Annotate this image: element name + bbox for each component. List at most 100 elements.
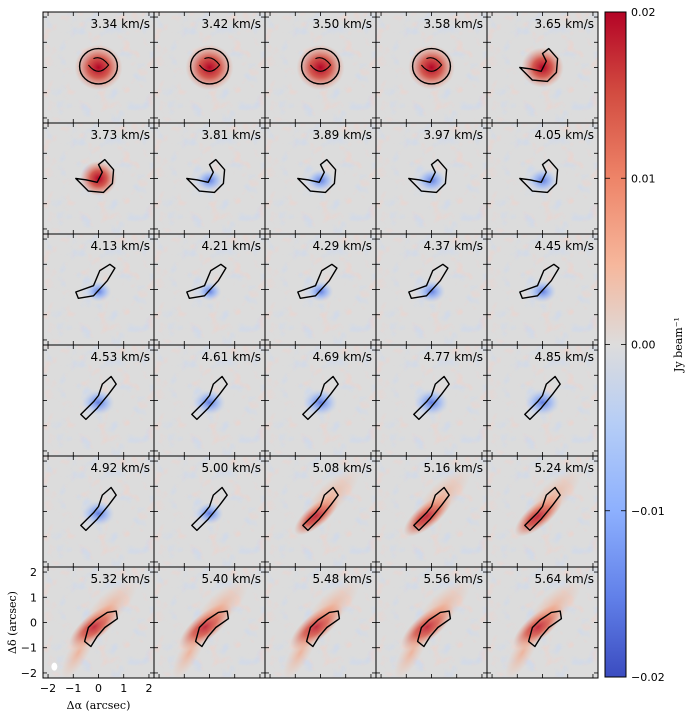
emission-arc — [505, 626, 540, 678]
velocity-label: 4.29 km/s — [313, 239, 372, 253]
channel-panel: 3.58 km/s — [375, 11, 488, 124]
velocity-label: 3.42 km/s — [202, 17, 261, 31]
velocity-label: 4.05 km/s — [535, 128, 594, 142]
y-axis-title: Δδ (arcsec) — [6, 591, 19, 654]
velocity-label: 3.65 km/s — [535, 17, 594, 31]
channel-panel: 5.00 km/s — [153, 455, 266, 568]
contour — [408, 263, 449, 300]
velocity-label: 3.50 km/s — [313, 17, 372, 31]
contour — [300, 47, 341, 85]
contour — [302, 486, 339, 532]
velocity-label: 5.56 km/s — [424, 572, 483, 586]
channel-panel: 5.24 km/s — [486, 455, 599, 568]
velocity-label: 5.16 km/s — [424, 461, 483, 475]
inner-contour — [87, 57, 110, 72]
channel-panel: 3.97 km/s — [375, 122, 488, 235]
velocity-label: 3.73 km/s — [91, 128, 150, 142]
emission-arc — [172, 626, 207, 678]
contour — [411, 47, 452, 85]
absorption-blob — [414, 388, 449, 417]
emission-arc — [283, 626, 318, 678]
contour — [194, 610, 230, 648]
channel-panel: 3.65 km/s — [486, 11, 599, 124]
contour — [527, 610, 563, 648]
colorbar: 0.02 0.01 0.00 −0.01 −0.02 Jy beam⁻¹ — [604, 6, 685, 684]
velocity-label: 4.21 km/s — [202, 239, 261, 253]
absorption-blob — [197, 281, 222, 302]
inner-contour — [198, 57, 221, 72]
channel-panels: 3.34 km/s 3.42 km/s 3.50 km/s 3.58 km/s 3.65… — [42, 11, 599, 679]
x-tick-label: −1 — [65, 682, 81, 695]
contour — [519, 263, 560, 300]
channel-panel: 3.50 km/s — [264, 11, 377, 124]
colorbar-label: Jy beam⁻¹ — [672, 317, 685, 373]
channel-panel: 3.34 km/s — [42, 11, 155, 124]
channel-panel: 5.64 km/s — [486, 566, 599, 679]
colorbar-tick-label: −0.02 — [631, 671, 665, 684]
velocity-label: 5.32 km/s — [91, 572, 150, 586]
inner-contour — [309, 57, 332, 72]
colorbar-tick-label: 0.02 — [631, 6, 656, 19]
contour — [75, 158, 115, 194]
contour — [416, 610, 452, 648]
velocity-label: 4.13 km/s — [91, 239, 150, 253]
x-tick-label: 0 — [95, 682, 102, 695]
channel-panel: 3.89 km/s — [264, 122, 377, 235]
channel-panel: 5.08 km/s — [264, 455, 377, 568]
channel-panel: 4.85 km/s — [486, 344, 599, 457]
emission-arc — [190, 579, 249, 638]
y-tick-label: −1 — [21, 642, 37, 655]
contour — [191, 486, 228, 532]
x-tick-label: 1 — [120, 682, 127, 695]
channel-panel: 3.42 km/s — [153, 11, 266, 124]
channel-panel: 5.16 km/s — [375, 455, 488, 568]
y-tick-label: 2 — [30, 566, 37, 579]
contour — [80, 486, 117, 532]
velocity-label: 4.85 km/s — [535, 350, 594, 364]
velocity-label: 5.48 km/s — [313, 572, 372, 586]
contour — [189, 47, 230, 85]
inner-contour — [420, 57, 443, 72]
velocity-label: 5.08 km/s — [313, 461, 372, 475]
channel-panel: 4.13 km/s — [42, 233, 155, 346]
velocity-label: 4.92 km/s — [91, 461, 150, 475]
absorption-blob — [307, 281, 334, 302]
channel-panel: 4.92 km/s — [42, 455, 155, 568]
contour — [413, 486, 450, 532]
contour — [80, 375, 117, 421]
channel-panel: 5.48 km/s — [264, 566, 377, 679]
channel-panel: 5.56 km/s — [375, 566, 488, 679]
y-tick-label: 1 — [30, 591, 37, 604]
velocity-label: 3.81 km/s — [202, 128, 261, 142]
channel-panel: 4.29 km/s — [264, 233, 377, 346]
channel-panel: 5.32 km/s — [42, 566, 155, 679]
channel-panel: 4.61 km/s — [153, 344, 266, 457]
y-tick-label: −2 — [21, 667, 37, 680]
axes-labels: −2 −1 0 1 2 −2 −1 0 1 2 Δα (arcsec) Δδ (arcsec) — [6, 566, 152, 712]
contour — [413, 375, 450, 421]
velocity-label: 5.64 km/s — [535, 572, 594, 586]
emission-blob — [74, 44, 123, 91]
velocity-label: 3.58 km/s — [424, 17, 483, 31]
velocity-label: 3.89 km/s — [313, 128, 372, 142]
channel-panel: 4.77 km/s — [375, 344, 488, 457]
velocity-label: 4.61 km/s — [202, 350, 261, 364]
contour — [78, 47, 119, 85]
velocity-label: 4.69 km/s — [313, 350, 372, 364]
contour — [524, 375, 561, 421]
channel-panel: 4.53 km/s — [42, 344, 155, 457]
channel-panel: 4.45 km/s — [486, 233, 599, 346]
emission-arc — [412, 579, 471, 638]
contour — [305, 610, 341, 648]
contour — [297, 263, 338, 300]
colorbar-tick-label: 0.01 — [631, 172, 656, 185]
emission-arc — [79, 579, 138, 638]
channel-panel: 4.37 km/s — [375, 233, 488, 346]
contour — [191, 375, 228, 421]
absorption-blob — [417, 280, 446, 303]
velocity-label: 4.53 km/s — [91, 350, 150, 364]
channel-panel: 4.21 km/s — [153, 233, 266, 346]
contour — [519, 47, 559, 83]
emission-arc — [394, 626, 429, 678]
colorbar-tick-label: −0.01 — [631, 505, 665, 518]
